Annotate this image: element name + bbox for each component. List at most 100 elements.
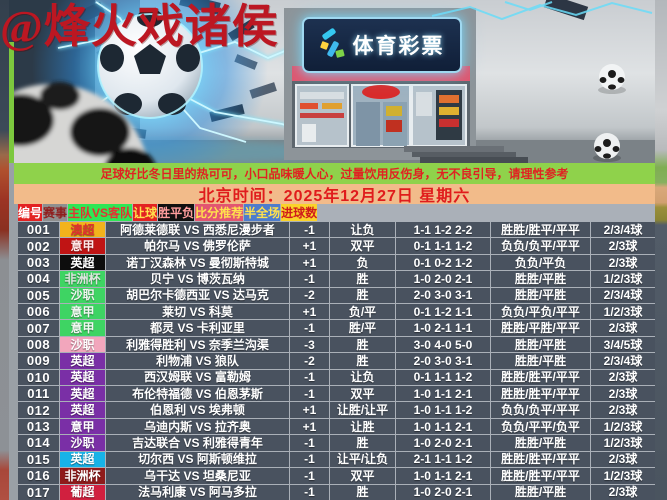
cell-league-badge: 沙职 — [60, 287, 106, 304]
cell-half-full-time: 胜胜/平胜 — [491, 484, 591, 500]
cell-win-draw-loss: 负/平 — [330, 304, 396, 320]
beijing-time-banner: 北京时间：2025年12月27日 星期六 — [14, 184, 655, 205]
cell-league-badge: 沙职 — [60, 435, 106, 451]
cell-win-draw-loss: 让负 — [330, 222, 396, 238]
table-row: 004 非洲杯 贝宁 VS 博茨瓦纳 -1 胜 1-0 2-0 2-1 胜胜/平… — [18, 270, 655, 287]
table-header-row: 编号 赛事 主队VS客队 让球 胜平负 比分推荐 半全场 进球数 — [18, 204, 655, 221]
cell-league-badge: 意甲 — [60, 418, 106, 435]
cell-handicap: +1 — [290, 402, 330, 418]
cell-goal-count: 1/2/3球 — [591, 435, 655, 451]
cell-score-prediction: 1-0 2-0 2-1 — [396, 484, 491, 500]
cell-half-full-time: 胜胜/胜平/平平 — [491, 222, 591, 238]
cell-goal-count: 2/3球 — [591, 238, 655, 254]
match-table: 编号 赛事 主队VS客队 让球 胜平负 比分推荐 半全场 进球数 001 澳超 … — [18, 204, 655, 500]
table-row: 011 英超 布伦特福德 VS 伯恩茅斯 -1 双平 1-0 1-1 2-1 胜… — [18, 385, 655, 402]
cell-handicap: -2 — [290, 353, 330, 369]
cell-teams: 法马利康 VS 阿马多拉 — [106, 484, 290, 500]
cell-win-draw-loss: 让胜/让平 — [330, 402, 396, 418]
cell-goal-count: 2/3球 — [591, 320, 655, 336]
cell-league-badge: 意甲 — [60, 304, 106, 320]
neon-zigzag — [431, 1, 653, 21]
cell-match-number: 017 — [18, 484, 60, 500]
table-row: 001 澳超 阿德莱德联 VS 西悉尼漫步者 -1 让负 1-1 1-2 2-2… — [18, 221, 655, 238]
soccer-ball-burst — [97, 9, 203, 119]
cell-teams: 乌迪内斯 VS 拉齐奥 — [106, 418, 290, 435]
table-header-cell: 编号 — [18, 204, 44, 221]
cell-win-draw-loss: 让胜 — [330, 418, 396, 435]
lottery-sign: 体育彩票 — [302, 17, 462, 73]
cell-handicap: -1 — [290, 222, 330, 238]
table-header-cell: 比分推荐 — [195, 204, 245, 221]
cell-goal-count: 2/3/4球 — [591, 353, 655, 369]
cell-league-badge: 非洲杯 — [60, 271, 106, 287]
cell-teams: 利雅得胜利 VS 奈季兰沟渠 — [106, 336, 290, 353]
cell-league-badge: 英超 — [60, 353, 106, 369]
cell-teams: 帕尔马 VS 佛罗伦萨 — [106, 238, 290, 254]
cell-goal-count: 1/2/3球 — [591, 304, 655, 320]
cell-win-draw-loss: 胜 — [330, 353, 396, 369]
hero-banner-photo: 体育彩票 — [0, 0, 667, 163]
cell-handicap: -1 — [290, 369, 330, 386]
cell-half-full-time: 负负/负平/平平 — [491, 238, 591, 254]
table-row: 009 英超 利物浦 VS 狼队 -2 胜 2-0 3-0 3-1 胜胜/平胜 … — [18, 352, 655, 369]
table-row: 005 沙职 胡巴尔卡德西亚 VS 达马克 -2 胜 2-0 3-0 3-1 胜… — [18, 286, 655, 304]
cell-goal-count: 2/3球 — [591, 369, 655, 386]
cell-match-number: 014 — [18, 435, 60, 451]
cell-score-prediction: 1-0 1-1 2-1 — [396, 386, 491, 402]
cell-win-draw-loss: 让负 — [330, 369, 396, 386]
table-row: 012 英超 伯恩利 VS 埃弗顿 +1 让胜/让平 1-0 1-1 1-2 负… — [18, 401, 655, 418]
table-header-cell: 主队VS客队 — [68, 204, 134, 221]
cell-goal-count: 2/3/4球 — [591, 287, 655, 304]
table-row: 014 沙职 吉达联合 VS 利雅得青年 -1 胜 1-0 2-0 2-1 胜胜… — [18, 434, 655, 451]
table-row: 013 意甲 乌迪内斯 VS 拉齐奥 +1 让胜 1-0 1-1 2-1 负负/… — [18, 417, 655, 435]
cell-goal-count: 2/3球 — [591, 484, 655, 500]
cell-match-number: 003 — [18, 254, 60, 271]
cell-league-badge: 英超 — [60, 386, 106, 402]
cell-score-prediction: 1-1 1-2 2-2 — [396, 222, 491, 238]
cell-teams: 都灵 VS 卡利亚里 — [106, 320, 290, 336]
cell-match-number: 004 — [18, 271, 60, 287]
table-header-cell: 进球数 — [281, 204, 319, 221]
cell-win-draw-loss: 胜 — [330, 271, 396, 287]
cell-teams: 伯恩利 VS 埃弗顿 — [106, 402, 290, 418]
cell-score-prediction: 3-0 4-0 5-0 — [396, 336, 491, 353]
cell-league-badge: 沙职 — [60, 336, 106, 353]
cell-handicap: -2 — [290, 287, 330, 304]
cell-handicap: -1 — [290, 451, 330, 468]
cell-goal-count: 2/3球 — [591, 451, 655, 468]
cell-half-full-time: 胜胜/平胜 — [491, 435, 591, 451]
cell-half-full-time: 负负/平负/平平 — [491, 304, 591, 320]
cell-league-badge: 英超 — [60, 402, 106, 418]
cell-handicap: -1 — [290, 386, 330, 402]
watermark-text: @烽火戏诸侯 — [0, 1, 279, 52]
table-row: 010 英超 西汉姆联 VS 富勒姆 -1 让负 0-1 1-1 1-2 胜胜/… — [18, 368, 655, 386]
cell-match-number: 005 — [18, 287, 60, 304]
table-row: 002 意甲 帕尔马 VS 佛罗伦萨 +1 双平 0-1 1-1 1-2 负负/… — [18, 237, 655, 254]
cell-score-prediction: 1-0 2-0 2-1 — [396, 271, 491, 287]
cell-league-badge: 澳超 — [60, 222, 106, 238]
table-row: 008 沙职 利雅得胜利 VS 奈季兰沟渠 -3 胜 3-0 4-0 5-0 胜… — [18, 335, 655, 353]
cell-score-prediction: 1-0 1-1 2-1 — [396, 418, 491, 435]
cell-league-badge: 非洲杯 — [60, 468, 106, 484]
cell-match-number: 015 — [18, 451, 60, 468]
cell-match-number: 001 — [18, 222, 60, 238]
cell-handicap: -1 — [290, 320, 330, 336]
cell-league-badge: 英超 — [60, 254, 106, 271]
cell-teams: 胡巴尔卡德西亚 VS 达马克 — [106, 287, 290, 304]
table-header-cell: 半全场 — [244, 204, 282, 221]
table-header-cell: 赛事 — [43, 204, 69, 221]
cell-league-badge: 意甲 — [60, 238, 106, 254]
table-row: 007 意甲 都灵 VS 卡利亚里 -1 胜/平 1-0 2-1 1-1 胜胜/… — [18, 319, 655, 336]
cell-goal-count: 2/3球 — [591, 402, 655, 418]
cell-score-prediction: 0-1 0-2 1-2 — [396, 254, 491, 271]
cell-score-prediction: 1-0 2-0 2-1 — [396, 435, 491, 451]
cell-win-draw-loss: 胜 — [330, 435, 396, 451]
cell-half-full-time: 胜胜/胜平/平平 — [491, 451, 591, 468]
notice-banner: 足球好比冬日里的热可可，小口品味暖人心，过量饮用反伤身，无不良引导，请理性参考 — [14, 163, 655, 184]
cell-win-draw-loss: 双平 — [330, 238, 396, 254]
cell-score-prediction: 0-1 1-2 1-1 — [396, 304, 491, 320]
cell-score-prediction: 2-0 3-0 3-1 — [396, 287, 491, 304]
table-body: 001 澳超 阿德莱德联 VS 西悉尼漫步者 -1 让负 1-1 1-2 2-2… — [18, 221, 655, 500]
cell-score-prediction: 2-1 1-1 1-2 — [396, 451, 491, 468]
cell-league-badge: 葡超 — [60, 484, 106, 500]
